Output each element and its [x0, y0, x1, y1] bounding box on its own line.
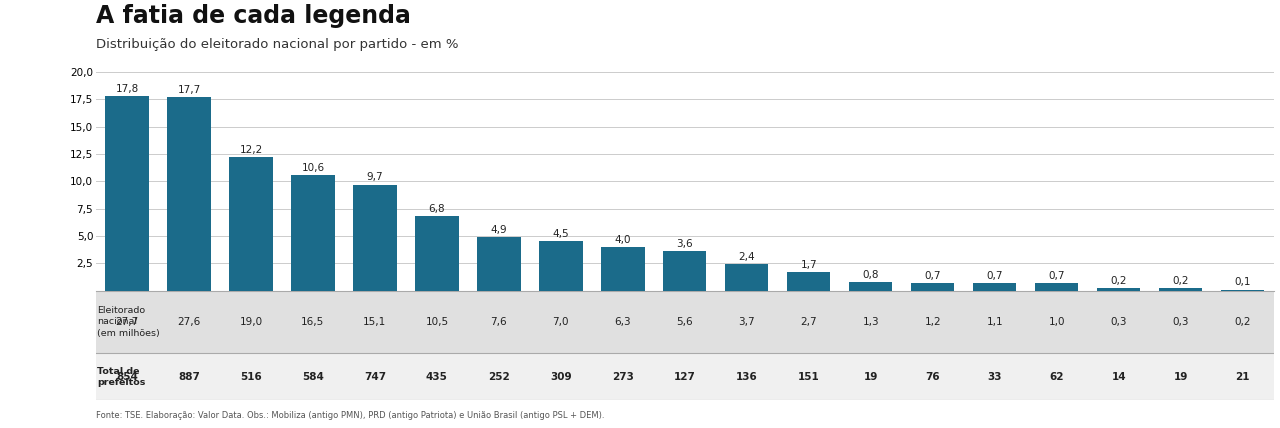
Text: 1,1: 1,1 [987, 317, 1004, 327]
Text: 151: 151 [797, 372, 819, 382]
Text: 435: 435 [426, 372, 448, 382]
Text: 14: 14 [1111, 372, 1126, 382]
Text: 0,7: 0,7 [987, 271, 1004, 281]
Text: 21: 21 [1235, 372, 1249, 382]
Text: 19: 19 [864, 372, 878, 382]
Text: 0,2: 0,2 [1234, 317, 1251, 327]
Text: 6,3: 6,3 [614, 317, 631, 327]
Bar [1036, 283, 1078, 291]
Bar [353, 184, 397, 291]
Text: 0,2: 0,2 [1172, 276, 1189, 286]
Bar [724, 265, 768, 291]
Text: 127: 127 [673, 372, 696, 382]
Bar [292, 175, 334, 291]
Text: 33: 33 [987, 372, 1002, 382]
Text: 27,6: 27,6 [178, 317, 201, 327]
Bar [477, 237, 521, 291]
Text: 0,7: 0,7 [1048, 271, 1065, 281]
Bar [539, 241, 582, 291]
Text: Total de
prefeitos: Total de prefeitos [97, 366, 146, 386]
Text: 747: 747 [364, 372, 387, 382]
Text: 17,8: 17,8 [115, 84, 138, 94]
Text: 12,2: 12,2 [239, 145, 262, 155]
Text: 273: 273 [612, 372, 634, 382]
Text: 887: 887 [178, 372, 200, 382]
Text: 62: 62 [1050, 372, 1064, 382]
Bar [168, 97, 211, 291]
Text: 0,8: 0,8 [863, 270, 879, 280]
Text: 2,4: 2,4 [739, 252, 755, 262]
Text: 9,7: 9,7 [366, 172, 383, 182]
Bar [1158, 288, 1202, 291]
Text: Distribuição do eleitorado nacional por partido - em %: Distribuição do eleitorado nacional por … [96, 38, 458, 51]
Bar [602, 247, 645, 291]
Text: 27,7: 27,7 [115, 317, 138, 327]
Text: 19: 19 [1174, 372, 1188, 382]
Text: 3,6: 3,6 [677, 239, 692, 249]
Text: 3,7: 3,7 [739, 317, 755, 327]
Text: 16,5: 16,5 [301, 317, 325, 327]
Text: 15,1: 15,1 [364, 317, 387, 327]
Text: 19,0: 19,0 [239, 317, 262, 327]
Text: 516: 516 [241, 372, 262, 382]
Text: 584: 584 [302, 372, 324, 382]
Text: 854: 854 [116, 372, 138, 382]
Text: 136: 136 [736, 372, 758, 382]
Text: 10,6: 10,6 [301, 163, 325, 172]
Text: 0,3: 0,3 [1111, 317, 1126, 327]
Text: 7,6: 7,6 [490, 317, 507, 327]
Bar [105, 96, 148, 291]
Text: 1,7: 1,7 [800, 260, 817, 270]
Text: Fonte: TSE. Elaboração: Valor Data. Obs.: Mobiliza (antigo PMN), PRD (antigo Pat: Fonte: TSE. Elaboração: Valor Data. Obs.… [96, 411, 604, 420]
Text: 5,6: 5,6 [677, 317, 692, 327]
Bar [911, 283, 955, 291]
Text: 1,2: 1,2 [924, 317, 941, 327]
Text: 309: 309 [550, 372, 572, 382]
Bar [1221, 290, 1265, 291]
Text: 4,5: 4,5 [553, 229, 570, 239]
Text: 0,2: 0,2 [1111, 276, 1126, 286]
Text: 4,0: 4,0 [614, 235, 631, 245]
Text: 0,7: 0,7 [924, 271, 941, 281]
Text: 4,9: 4,9 [490, 225, 507, 235]
Bar [849, 282, 892, 291]
Text: 10,5: 10,5 [425, 317, 448, 327]
Text: A fatia de cada legenda: A fatia de cada legenda [96, 4, 411, 28]
Bar [973, 283, 1016, 291]
Text: Eleitorado
nacional
(em milhões): Eleitorado nacional (em milhões) [97, 306, 160, 338]
Text: 1,3: 1,3 [863, 317, 879, 327]
Text: 76: 76 [925, 372, 940, 382]
Text: 0,3: 0,3 [1172, 317, 1189, 327]
Text: 252: 252 [488, 372, 509, 382]
Text: 6,8: 6,8 [429, 204, 445, 214]
Bar [663, 251, 707, 291]
Text: 7,0: 7,0 [553, 317, 570, 327]
Bar [1097, 288, 1140, 291]
Text: 17,7: 17,7 [178, 85, 201, 95]
Bar [787, 272, 831, 291]
Bar [229, 157, 273, 291]
Text: 2,7: 2,7 [800, 317, 817, 327]
Text: 0,1: 0,1 [1234, 277, 1251, 287]
Bar [415, 216, 458, 291]
Text: 1,0: 1,0 [1048, 317, 1065, 327]
